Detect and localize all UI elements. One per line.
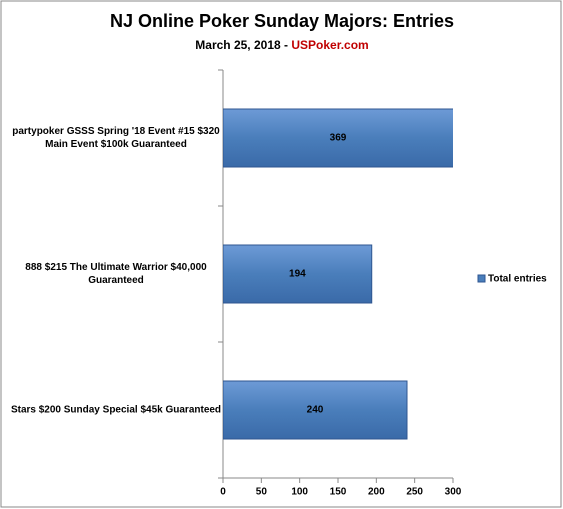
data-label: 194 [289, 269, 306, 280]
data-label: 240 [307, 405, 324, 416]
y-tick-label: Guaranteed [88, 275, 144, 286]
y-tick-label: 888 $215 The Ultimate Warrior $40,000 [25, 262, 207, 273]
subtitle-date: March 25, 2018 - [195, 38, 288, 52]
bar [223, 108, 453, 168]
y-tick-label: Stars $200 Sunday Special $45k Guarantee… [11, 405, 221, 416]
legend-label: Total entries [488, 274, 547, 285]
data-label: 369 [330, 133, 347, 144]
x-tick-label: 50 [256, 487, 268, 498]
x-tick-label: 0 [220, 487, 226, 498]
x-tick-label: 300 [445, 487, 462, 498]
bar [223, 244, 373, 304]
chart-title: NJ Online Poker Sunday Majors: Entries [110, 11, 454, 31]
bars [223, 108, 453, 440]
x-tick-label: 250 [406, 487, 423, 498]
x-tick-label: 200 [368, 487, 385, 498]
y-tick-label: Main Event $100k Guaranteed [45, 139, 187, 150]
subtitle-source: USPoker.com [291, 38, 368, 52]
x-tick-label: 100 [291, 487, 308, 498]
chart-subtitle: March 25, 2018 - USPoker.com [195, 38, 368, 52]
legend-swatch [477, 274, 486, 283]
bar [223, 380, 408, 440]
x-tick-label: 150 [330, 487, 347, 498]
y-tick-label: partypoker GSSS Spring '18 Event #15 $32… [12, 126, 220, 137]
